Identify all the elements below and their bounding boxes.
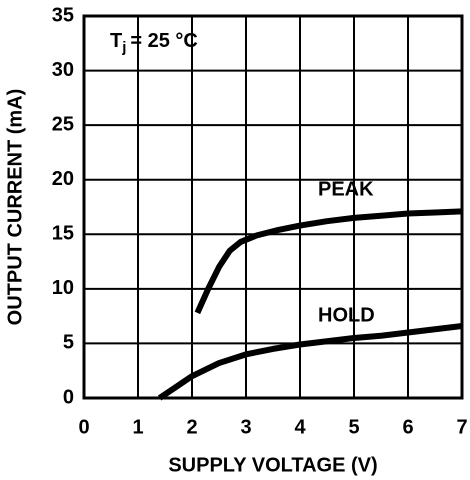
series-line [194, 208, 463, 315]
x-tick-label: 1 [132, 416, 143, 438]
y-tick-label: 35 [52, 4, 74, 26]
y-tick-label: 10 [52, 277, 74, 299]
x-tick-label: 5 [348, 416, 359, 438]
annotation-rest: = 25 °C [130, 30, 197, 52]
annotation-main: T [110, 30, 122, 52]
x-tick-label: 4 [294, 416, 306, 438]
series-line [157, 322, 463, 401]
x-tick-label: 7 [456, 416, 467, 438]
series-label: PEAK [318, 178, 374, 200]
y-tick-label: 25 [52, 113, 74, 135]
y-axis-label: OUTPUT CURRENT (mA) [4, 89, 26, 326]
plot-frame [82, 14, 464, 400]
x-tick-label: 6 [402, 416, 413, 438]
x-tick-label: 0 [78, 416, 89, 438]
y-tick-label: 30 [52, 59, 74, 81]
y-tick-label: 15 [52, 223, 74, 245]
annotation-sub: j [121, 39, 126, 56]
y-tick-label: 20 [52, 168, 74, 190]
x-tick-label: 2 [186, 416, 197, 438]
x-axis-label: SUPPLY VOLTAGE (V) [168, 454, 377, 476]
x-tick-label: 3 [240, 416, 251, 438]
series-label: HOLD [318, 304, 375, 326]
y-tick-label: 0 [63, 386, 74, 408]
annotation: Tj = 25 °C [110, 30, 198, 56]
y-tick-label: 5 [63, 332, 74, 354]
